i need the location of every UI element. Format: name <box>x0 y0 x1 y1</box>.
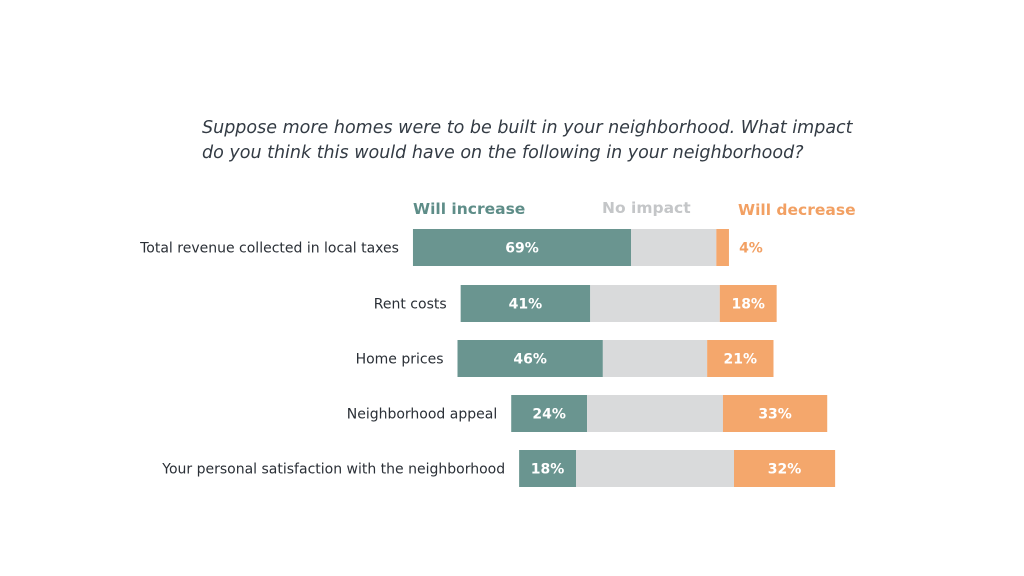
bar-will-increase <box>457 340 603 377</box>
legend-will-decrease: Will decrease <box>738 201 856 219</box>
data-label-will-decrease: 18% <box>731 297 765 313</box>
bar-will-increase <box>412 229 631 266</box>
category-label: Your personal satisfaction with the neig… <box>161 462 505 478</box>
data-label-will-increase: 24% <box>532 407 566 423</box>
data-label-will-increase: 69% <box>505 241 539 257</box>
category-label: Total revenue collected in local taxes <box>139 241 399 257</box>
bar-no-impact <box>602 340 708 377</box>
data-label-will-decrease: 32% <box>768 462 802 478</box>
legend-will-increase: Will increase <box>413 200 526 218</box>
bar-will-decrease <box>722 395 828 432</box>
bar-no-impact <box>587 395 723 432</box>
data-label-will-increase: 46% <box>513 352 547 368</box>
bar-will-increase <box>519 450 576 487</box>
data-label-will-increase: 41% <box>509 297 543 313</box>
data-label-will-decrease: 4% <box>739 241 763 257</box>
bar-will-decrease <box>734 450 836 487</box>
bar-no-impact <box>590 285 720 322</box>
chart-title-line-2: do you think this would have on the foll… <box>202 143 804 163</box>
category-label: Rent costs <box>374 297 447 313</box>
bar-will-decrease <box>707 340 774 377</box>
category-label: Neighborhood appeal <box>347 407 497 423</box>
chart-title-line-1: Suppose more homes were to be built in y… <box>202 118 853 138</box>
data-label-will-decrease: 33% <box>758 407 792 423</box>
bar-no-impact <box>631 229 717 266</box>
bar-will-decrease <box>719 285 777 322</box>
data-label-will-decrease: 21% <box>724 352 758 368</box>
bar-will-decrease <box>716 229 729 266</box>
legend-no-impact: No impact <box>602 199 691 217</box>
bar-will-increase <box>511 395 588 432</box>
bar-no-impact <box>576 450 734 487</box>
category-label: Home prices <box>356 352 444 368</box>
bar-will-increase <box>460 285 591 322</box>
data-label-will-increase: 18% <box>531 462 565 478</box>
